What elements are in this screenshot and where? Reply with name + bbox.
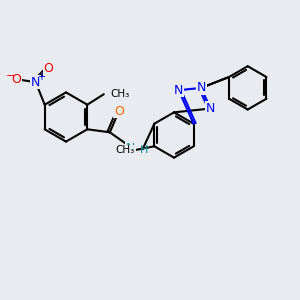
Text: −: −: [6, 70, 16, 81]
Text: N: N: [196, 81, 206, 94]
Text: CH₃: CH₃: [115, 145, 134, 155]
Text: N: N: [126, 142, 136, 155]
Text: O: O: [11, 73, 21, 86]
Text: H: H: [140, 145, 148, 155]
Text: O: O: [114, 105, 124, 118]
Text: O: O: [44, 62, 53, 75]
Text: N: N: [174, 84, 183, 97]
Text: N: N: [206, 102, 215, 115]
Text: +: +: [37, 72, 45, 82]
Text: CH₃: CH₃: [110, 89, 130, 99]
Text: N: N: [31, 76, 40, 89]
